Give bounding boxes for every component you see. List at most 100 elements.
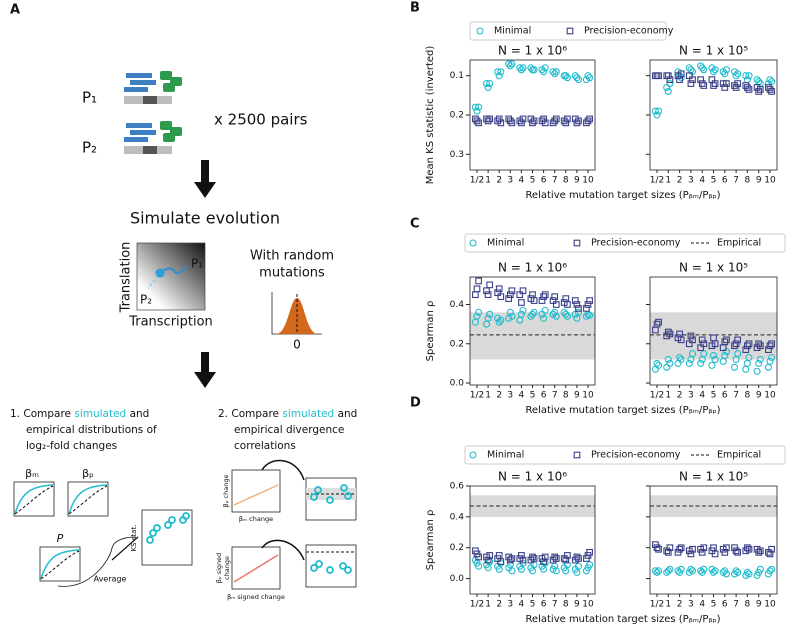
y-axis-label: Spearman ρ xyxy=(425,510,436,571)
x-axis-label: Relative mutation target sizes (Pᵦₘ/Pᵦₚ) xyxy=(525,190,720,201)
tick-label: 0 xyxy=(293,338,301,352)
x-tick-label: 10 xyxy=(582,176,594,186)
x-tick-label: 1 xyxy=(485,600,491,610)
mini-box xyxy=(231,546,281,590)
mini-label: βₚ xyxy=(82,467,94,480)
point xyxy=(552,312,560,320)
x-tick-label: 5 xyxy=(711,176,717,186)
arrow xyxy=(261,539,305,561)
point xyxy=(552,68,560,76)
point xyxy=(540,293,547,300)
x-tick-label: 1/2 xyxy=(470,176,484,186)
x-tick-label: 3 xyxy=(688,391,694,401)
point xyxy=(766,567,774,575)
panel-label: B xyxy=(410,1,420,16)
point xyxy=(495,72,503,80)
trajectory xyxy=(147,275,159,289)
point xyxy=(540,68,548,76)
mini-box xyxy=(231,469,281,513)
point xyxy=(540,558,547,565)
legend-marker xyxy=(573,451,581,459)
note: With random xyxy=(250,249,334,264)
mini-label: Average xyxy=(94,575,127,584)
x-tick-label: 1/2 xyxy=(470,391,484,401)
point xyxy=(653,72,661,80)
x-tick-label: 1/2 xyxy=(470,600,484,610)
panel-label: D xyxy=(410,396,421,411)
point xyxy=(721,351,729,360)
dot xyxy=(339,562,347,570)
point xyxy=(745,72,753,80)
x-tick-label: 4 xyxy=(699,600,705,610)
dot xyxy=(149,529,157,537)
dot xyxy=(310,493,318,501)
point xyxy=(516,64,524,72)
point xyxy=(664,328,672,336)
point xyxy=(562,567,570,575)
point xyxy=(552,555,560,562)
point xyxy=(664,567,672,575)
point xyxy=(666,76,674,83)
x-axis-label: Relative mutation target sizes (Pᵦₘ/Pᵦₚ) xyxy=(525,405,720,416)
point xyxy=(575,555,582,562)
gene-label: P₁ xyxy=(82,89,97,107)
trajectory xyxy=(159,265,187,275)
mini-box xyxy=(141,509,193,566)
point xyxy=(563,312,571,320)
x-tick-label: 1 xyxy=(485,391,491,401)
legend-label: Precision-economy xyxy=(584,26,674,37)
point xyxy=(677,565,685,573)
point xyxy=(764,363,772,371)
protein-bar xyxy=(124,87,148,92)
point xyxy=(734,80,742,87)
subplot-title: N = 1 x 10⁶ xyxy=(498,261,567,275)
x-tick-label: 8 xyxy=(745,600,751,610)
protein-blob xyxy=(160,121,172,130)
dot xyxy=(146,536,154,544)
legend-label: Minimal xyxy=(487,450,524,461)
point xyxy=(551,293,559,300)
point xyxy=(768,565,776,573)
point xyxy=(551,70,559,78)
point xyxy=(473,285,481,293)
y-tick-label: 0.3 xyxy=(450,150,464,160)
legend-marker xyxy=(469,451,477,459)
x-axis-label: Relative mutation target sizes (Pᵦₘ/Pᵦₚ) xyxy=(525,614,720,625)
point xyxy=(475,277,482,285)
point xyxy=(685,359,693,367)
point xyxy=(768,340,775,348)
x-tick-label: 7 xyxy=(733,391,739,401)
point xyxy=(508,60,516,68)
point xyxy=(655,318,662,326)
point xyxy=(508,119,516,127)
point xyxy=(495,552,503,559)
dot xyxy=(315,560,323,568)
y-axis-label: Spearman ρ xyxy=(425,301,436,362)
point xyxy=(505,60,513,68)
point xyxy=(508,287,516,295)
point xyxy=(571,297,579,304)
x-tick-label: 2 xyxy=(677,600,683,610)
x-tick-label: 8 xyxy=(745,176,751,186)
point xyxy=(734,336,742,344)
legend-label: Minimal xyxy=(487,238,524,249)
point xyxy=(756,355,764,364)
point xyxy=(700,82,708,89)
mini-box xyxy=(67,481,109,517)
point xyxy=(482,80,491,88)
arrow xyxy=(261,459,305,481)
point xyxy=(745,545,753,553)
point xyxy=(484,291,492,299)
x-tick-label: 6 xyxy=(722,176,728,186)
point xyxy=(584,301,592,308)
point xyxy=(575,117,582,125)
point xyxy=(484,117,492,125)
point xyxy=(755,88,763,95)
point xyxy=(697,359,705,367)
point xyxy=(711,80,719,87)
point xyxy=(676,353,684,362)
point xyxy=(564,301,571,308)
point xyxy=(486,115,494,123)
point xyxy=(530,66,538,74)
